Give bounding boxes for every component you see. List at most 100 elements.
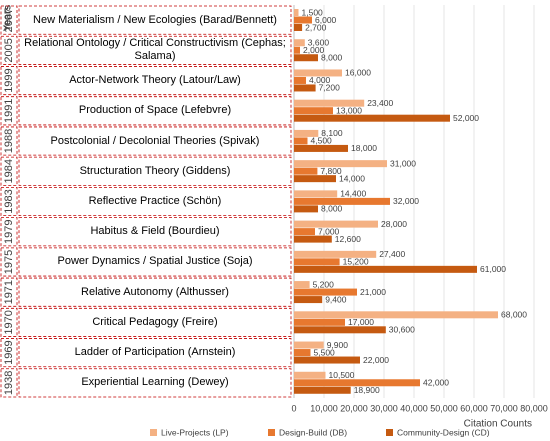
year-label: 1975	[3, 250, 15, 274]
year-label: 1971	[3, 280, 15, 304]
value-label: 8,000	[321, 52, 343, 62]
bar	[294, 258, 340, 266]
y-axis-title: Years	[3, 4, 14, 31]
x-tick-label: 50,000	[430, 403, 458, 413]
x-tick-label: 40,000	[400, 403, 428, 413]
value-label: 3,600	[308, 37, 330, 47]
category-box	[18, 338, 292, 368]
value-label: 10,500	[329, 370, 355, 380]
category-box	[18, 35, 292, 65]
bar	[294, 9, 299, 16]
category-box	[18, 368, 292, 398]
bar	[294, 311, 498, 319]
value-label: 23,400	[367, 98, 393, 108]
value-label: 5,500	[314, 347, 336, 357]
value-label: 2,000	[303, 45, 325, 55]
category-label: Relative Autonomy (Althusser)	[81, 285, 229, 298]
category-box	[18, 5, 292, 35]
value-label: 8,000	[321, 204, 343, 214]
value-label: 18,000	[351, 143, 377, 153]
category-label: Habitus & Field (Bourdieu)	[90, 225, 220, 238]
bar	[294, 39, 305, 47]
year-box	[0, 126, 18, 156]
year-label: 1984	[3, 159, 15, 183]
year-box	[0, 156, 18, 186]
year-label: 1988	[3, 129, 15, 153]
bar	[294, 107, 333, 115]
value-label: 1,500	[302, 7, 324, 17]
bar	[294, 190, 338, 198]
value-label: 32,000	[393, 196, 419, 206]
x-tick-label: 10,000	[310, 403, 338, 413]
category-label: Power Dynamics / Spatial Justice (Soja)	[57, 255, 253, 268]
value-label: 52,000	[453, 113, 479, 123]
bar	[294, 205, 318, 213]
category-label: Reflective Practice (Schön)	[88, 194, 222, 207]
bar	[294, 46, 300, 54]
year-label: 2005	[3, 38, 15, 62]
value-label: 7,200	[319, 83, 341, 93]
bar	[294, 167, 318, 175]
value-label: 4,500	[311, 136, 333, 146]
bar	[294, 24, 303, 31]
category-box	[18, 186, 292, 217]
category-box	[18, 66, 292, 96]
bar	[294, 76, 306, 84]
bar	[294, 129, 319, 137]
value-label: 22,000	[363, 355, 389, 365]
legend-label: Design-Build (DB)	[279, 427, 347, 437]
category-box	[18, 126, 292, 156]
value-label: 13,000	[336, 105, 362, 115]
category-box	[18, 217, 292, 247]
bar	[294, 371, 326, 379]
bar	[294, 137, 308, 145]
year-label: 1979	[3, 219, 15, 243]
year-box	[0, 96, 18, 126]
bar	[294, 84, 316, 92]
value-label: 9,900	[327, 340, 349, 350]
bar	[294, 379, 420, 387]
value-label: 18,900	[354, 385, 380, 395]
value-label: 21,000	[360, 287, 386, 297]
category-box	[18, 156, 292, 186]
year-label: 1983	[3, 189, 15, 213]
bar	[294, 318, 345, 326]
year-box	[0, 368, 18, 398]
year-label: 1970	[3, 310, 15, 334]
bar	[294, 341, 324, 349]
x-axis-title: Citation Counts	[464, 419, 532, 430]
value-label: 61,000	[480, 264, 506, 274]
bar	[294, 99, 365, 107]
value-label: 4,000	[309, 75, 331, 85]
x-tick-label: 60,000	[460, 403, 488, 413]
year-box	[0, 247, 18, 277]
value-label: 7,000	[318, 226, 340, 236]
value-label: 28,000	[381, 219, 407, 229]
category-label: Production of Space (Lefebvre)	[78, 104, 232, 117]
value-label: 27,400	[379, 249, 405, 259]
value-label: 2,700	[305, 22, 327, 32]
category-box	[18, 96, 292, 126]
bar	[294, 228, 315, 236]
year-label: 1938	[3, 371, 15, 395]
value-label: 14,000	[339, 173, 365, 183]
bar	[294, 296, 323, 304]
year-box	[0, 35, 18, 65]
category-label: Actor-Network Theory (Latour/Law)	[69, 74, 241, 87]
year-label: 2007	[3, 8, 15, 32]
year-label: 1991	[3, 99, 15, 123]
year-box	[0, 307, 18, 337]
year-box	[0, 338, 18, 368]
x-tick-label: 80,000	[520, 403, 548, 413]
value-label: 12,600	[335, 234, 361, 244]
bar	[294, 349, 311, 357]
year-box	[0, 217, 18, 247]
value-label: 15,200	[343, 257, 369, 267]
bar	[294, 220, 378, 228]
legend-label: Live-Projects (LP)	[161, 427, 229, 437]
value-label: 8,100	[321, 128, 343, 138]
bar	[294, 144, 348, 152]
category-label: Critical Pedagogy (Freire)	[92, 315, 218, 328]
bar	[294, 69, 342, 77]
